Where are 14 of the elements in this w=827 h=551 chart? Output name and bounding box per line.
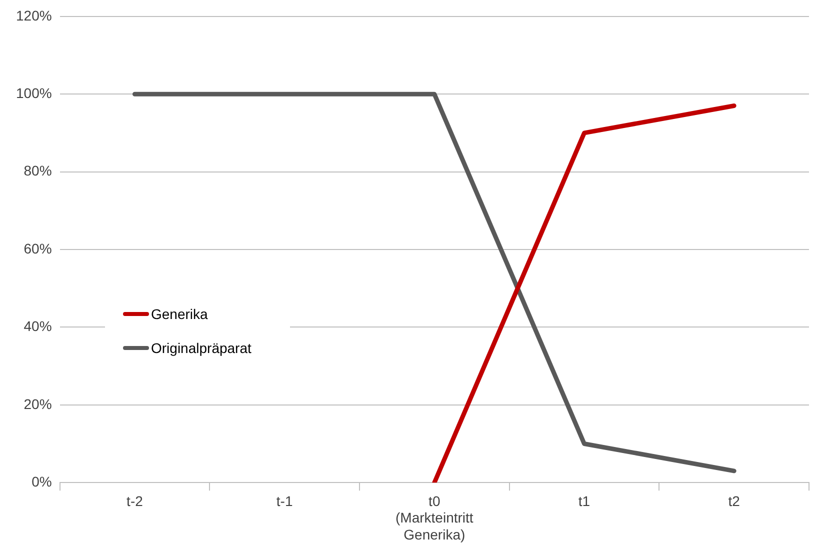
y-tick-label: 60% (24, 240, 52, 256)
x-tick-label: t0 (Markteintritt Generika) (396, 492, 474, 542)
x-tick-label: t-1 (276, 492, 293, 509)
y-tick-label: 100% (16, 84, 52, 101)
y-tick-label: 40% (24, 318, 52, 334)
x-tick-label: t2 (728, 492, 740, 509)
y-tick-label: 120% (16, 7, 52, 24)
y-tick-label: 0% (32, 473, 52, 490)
legend-label: Generika (151, 306, 208, 322)
x-tick-label: t1 (578, 492, 590, 509)
y-tick-label: 80% (24, 162, 52, 179)
legend-label: Originalpräparat (151, 340, 252, 356)
x-tick-label: t-2 (126, 492, 144, 509)
y-tick-label: 20% (24, 396, 52, 412)
